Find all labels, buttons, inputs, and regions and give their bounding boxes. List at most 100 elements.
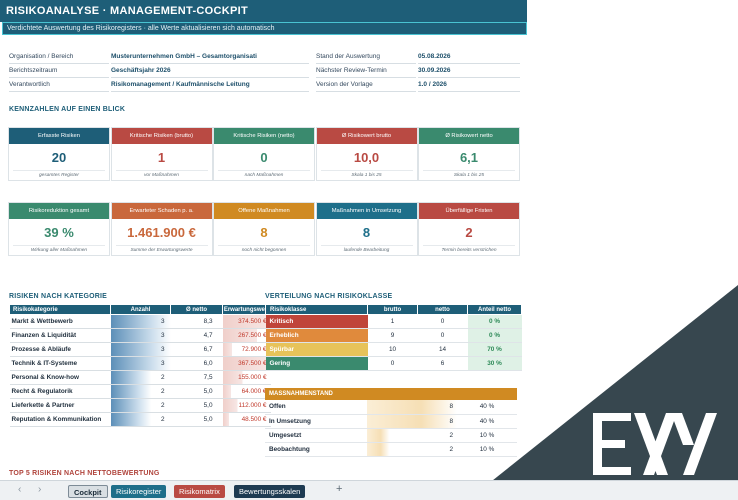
tab-risikoregister[interactable]: Risikoregister xyxy=(111,485,167,498)
tab-next-icon[interactable]: › xyxy=(38,484,42,495)
table-row[interactable]: Personal & Know-how 2 7,5 155.000 € xyxy=(9,370,271,385)
table-row[interactable]: Technik & IT-Systeme 3 6,0 367.500 € xyxy=(9,356,271,371)
table-row[interactable]: Spürbar 10 14 70 % xyxy=(265,342,522,357)
column-header: Erwartungswert xyxy=(222,304,271,315)
category-expected-value: 72.900 € xyxy=(222,342,271,357)
kpi-note: gesamtes Register xyxy=(13,170,105,180)
kpi-note: Termin bereits verstrichen xyxy=(423,245,515,255)
kpi-note: vor Maßnahmen xyxy=(115,170,208,180)
column-header: Ø netto xyxy=(170,304,223,315)
table-row[interactable]: Erheblich 9 0 0 % xyxy=(265,328,522,343)
table-row[interactable]: Prozesse & Abläufe 3 6,7 72.900 € xyxy=(9,342,271,357)
kpi-value: 0 xyxy=(260,150,268,165)
category-expected-value: 367.500 € xyxy=(222,356,271,371)
category-name: Recht & Regulatorik xyxy=(9,384,111,399)
table-row[interactable]: In Umsetzung 8 40 % xyxy=(265,414,517,429)
risk-class-share: 0 % xyxy=(467,314,522,329)
category-count: 3 xyxy=(110,314,171,329)
category-expected-value: 64.000 € xyxy=(222,384,271,399)
kpi-note: Summe der Erwartungswerte xyxy=(115,245,208,255)
distribution-section-title: VERTEILUNG NACH RISIKOKLASSE xyxy=(265,293,393,300)
category-count: 3 xyxy=(110,342,171,357)
kpi-note: Skala 1 bis 25 xyxy=(423,170,515,180)
meta-value[interactable]: Risikomanagement / Kaufmännische Leitung xyxy=(111,81,250,88)
category-name: Markt & Wettbewerb xyxy=(9,314,111,329)
category-count: 2 xyxy=(110,370,171,385)
category-expected-value: 374.500 € xyxy=(222,314,271,329)
risk-class-netto: 0 xyxy=(417,314,468,329)
table-row[interactable]: Reputation & Kommunikation 2 5,0 48.500 € xyxy=(9,412,271,427)
measure-status-share: 10 % xyxy=(457,428,517,443)
add-sheet-icon[interactable]: + xyxy=(336,483,343,495)
category-count: 3 xyxy=(110,328,171,343)
category-avg: 5,0 xyxy=(170,412,223,427)
risk-class-name: Gering xyxy=(265,356,368,371)
table-row[interactable]: Offen 8 40 % xyxy=(265,400,517,415)
kpi-label: Offene Maßnahmen xyxy=(214,203,314,219)
category-name: Personal & Know-how xyxy=(9,370,111,385)
category-expected-value: 48.500 € xyxy=(222,412,271,427)
table-row[interactable]: Recht & Regulatorik 2 5,0 64.000 € xyxy=(9,384,271,399)
meta-key: Stand der Auswertung xyxy=(316,53,380,60)
kpi-note: laufende Bearbeitung xyxy=(320,245,413,255)
kpi-card: Ø Risikowert brutto 10,0 Skala 1 bis 25 xyxy=(315,127,418,181)
table-row[interactable]: Gering 0 6 30 % xyxy=(265,356,522,371)
column-header: Anzahl xyxy=(110,304,171,315)
ex-logo-watermark xyxy=(468,285,738,500)
kpi-value: 8 xyxy=(260,225,268,240)
kpi-label: Überfällige Fristen xyxy=(419,203,519,219)
tab-risikomatrix[interactable]: Risikomatrix xyxy=(174,485,225,498)
meta-value[interactable]: 30.09.2026 xyxy=(418,67,451,74)
category-table: Risikokategorie Anzahl Ø netto Erwartung… xyxy=(9,304,271,427)
kpi-value: 20 xyxy=(51,150,67,165)
measure-status-share: 40 % xyxy=(457,414,517,429)
meta-key: Nächster Review-Termin xyxy=(316,67,387,74)
risk-class-brutto: 0 xyxy=(367,356,418,371)
table-row[interactable]: Lieferkette & Partner 2 5,0 112.000 € xyxy=(9,398,271,413)
distribution-table: Risikoklasse brutto netto Anteil netto K… xyxy=(265,304,522,371)
measure-status-share: 40 % xyxy=(457,400,517,415)
category-avg: 6,7 xyxy=(170,342,223,357)
category-count: 2 xyxy=(110,384,171,399)
risk-class-name: Kritisch xyxy=(265,314,368,329)
meta-value[interactable]: 1.0 / 2026 xyxy=(418,81,447,88)
tab-prev-icon[interactable]: ‹ xyxy=(18,484,22,495)
measure-status-count: 8 xyxy=(367,400,457,415)
kpi-label: Kritische Risiken (netto) xyxy=(214,128,314,144)
category-expected-value: 267.500 € xyxy=(222,328,271,343)
table-row[interactable]: Kritisch 1 0 0 % xyxy=(265,314,522,329)
table-row[interactable]: Markt & Wettbewerb 3 8,3 374.500 € xyxy=(9,314,271,329)
measure-status-name: Beobachtung xyxy=(265,442,367,457)
column-header: Risikoklasse xyxy=(265,304,368,315)
measure-status-share: 10 % xyxy=(457,442,517,457)
massnahmen-title: MASSNAHMENSTAND xyxy=(265,388,517,400)
category-expected-value: 155.000 € xyxy=(222,370,271,385)
risk-class-name: Spürbar xyxy=(265,342,368,357)
category-avg: 8,3 xyxy=(170,314,223,329)
kpi-note: noch nicht begonnen xyxy=(218,245,310,255)
table-row[interactable]: Beobachtung 2 10 % xyxy=(265,442,517,457)
meta-value[interactable]: Musterunternehmen GmbH – Gesamtorganisat… xyxy=(111,53,257,60)
kpi-value: 1 xyxy=(157,150,166,165)
kpi-card: Kritische Risiken (netto) 0 nach Maßnahmen xyxy=(213,127,315,181)
meta-value[interactable]: Geschäftsjahr 2026 xyxy=(111,67,171,74)
table-row[interactable]: Finanzen & Liquidität 3 4,7 267.500 € xyxy=(9,328,271,343)
meta-key: Version der Vorlage xyxy=(316,81,373,88)
category-name: Technik & IT-Systeme xyxy=(9,356,111,371)
tab-bewertungsskalen[interactable]: Bewertungsskalen xyxy=(234,485,306,498)
kpi-card: Risikoreduktion gesamt 39 % Wirkung aller … xyxy=(8,202,110,256)
category-count: 3 xyxy=(110,356,171,371)
tab-cockpit[interactable]: Cockpit xyxy=(68,485,108,498)
kpi-label: Erfasste Risiken xyxy=(9,128,109,144)
meta-value[interactable]: 05.08.2026 xyxy=(418,53,451,60)
risk-class-netto: 14 xyxy=(417,342,468,357)
risk-class-netto: 6 xyxy=(417,356,468,371)
kpi-label: Kritische Risiken (brutto) xyxy=(111,128,212,144)
kpi-value: 8 xyxy=(362,225,371,240)
risk-class-share: 0 % xyxy=(467,328,522,343)
category-section-title: RISIKEN NACH KATEGORIE xyxy=(9,293,107,300)
category-expected-value: 112.000 € xyxy=(222,398,271,413)
table-row[interactable]: Umgesetzt 2 10 % xyxy=(265,428,517,443)
risk-class-brutto: 9 xyxy=(367,328,418,343)
